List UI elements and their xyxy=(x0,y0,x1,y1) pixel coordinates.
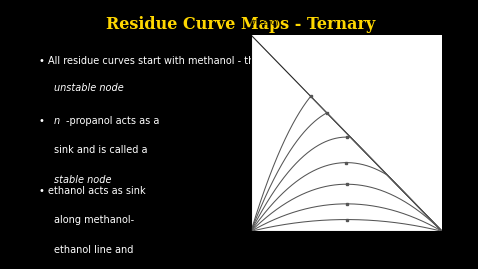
Text: n: n xyxy=(54,116,60,126)
Text: Methanol: Methanol xyxy=(404,267,436,269)
Text: n-propanol: n-propanol xyxy=(232,267,270,269)
Text: ethanol line and: ethanol line and xyxy=(54,245,133,255)
Text: along methanol-: along methanol- xyxy=(54,215,134,225)
Text: sink and is called a: sink and is called a xyxy=(54,145,148,155)
Text: -propanol acts as a: -propanol acts as a xyxy=(65,116,159,126)
Text: unstable node: unstable node xyxy=(54,83,124,93)
Text: stable node: stable node xyxy=(54,175,111,185)
Text: (78.2°C): (78.2°C) xyxy=(249,20,278,27)
Text: • ethanol acts as sink: • ethanol acts as sink xyxy=(39,186,146,196)
Text: Residue Curve Maps - Ternary: Residue Curve Maps - Ternary xyxy=(106,16,375,33)
Text: •: • xyxy=(39,116,48,126)
Text: Ethanol: Ethanol xyxy=(249,3,276,9)
Text: • All residue curves start with methanol - this is an: • All residue curves start with methanol… xyxy=(39,56,289,66)
